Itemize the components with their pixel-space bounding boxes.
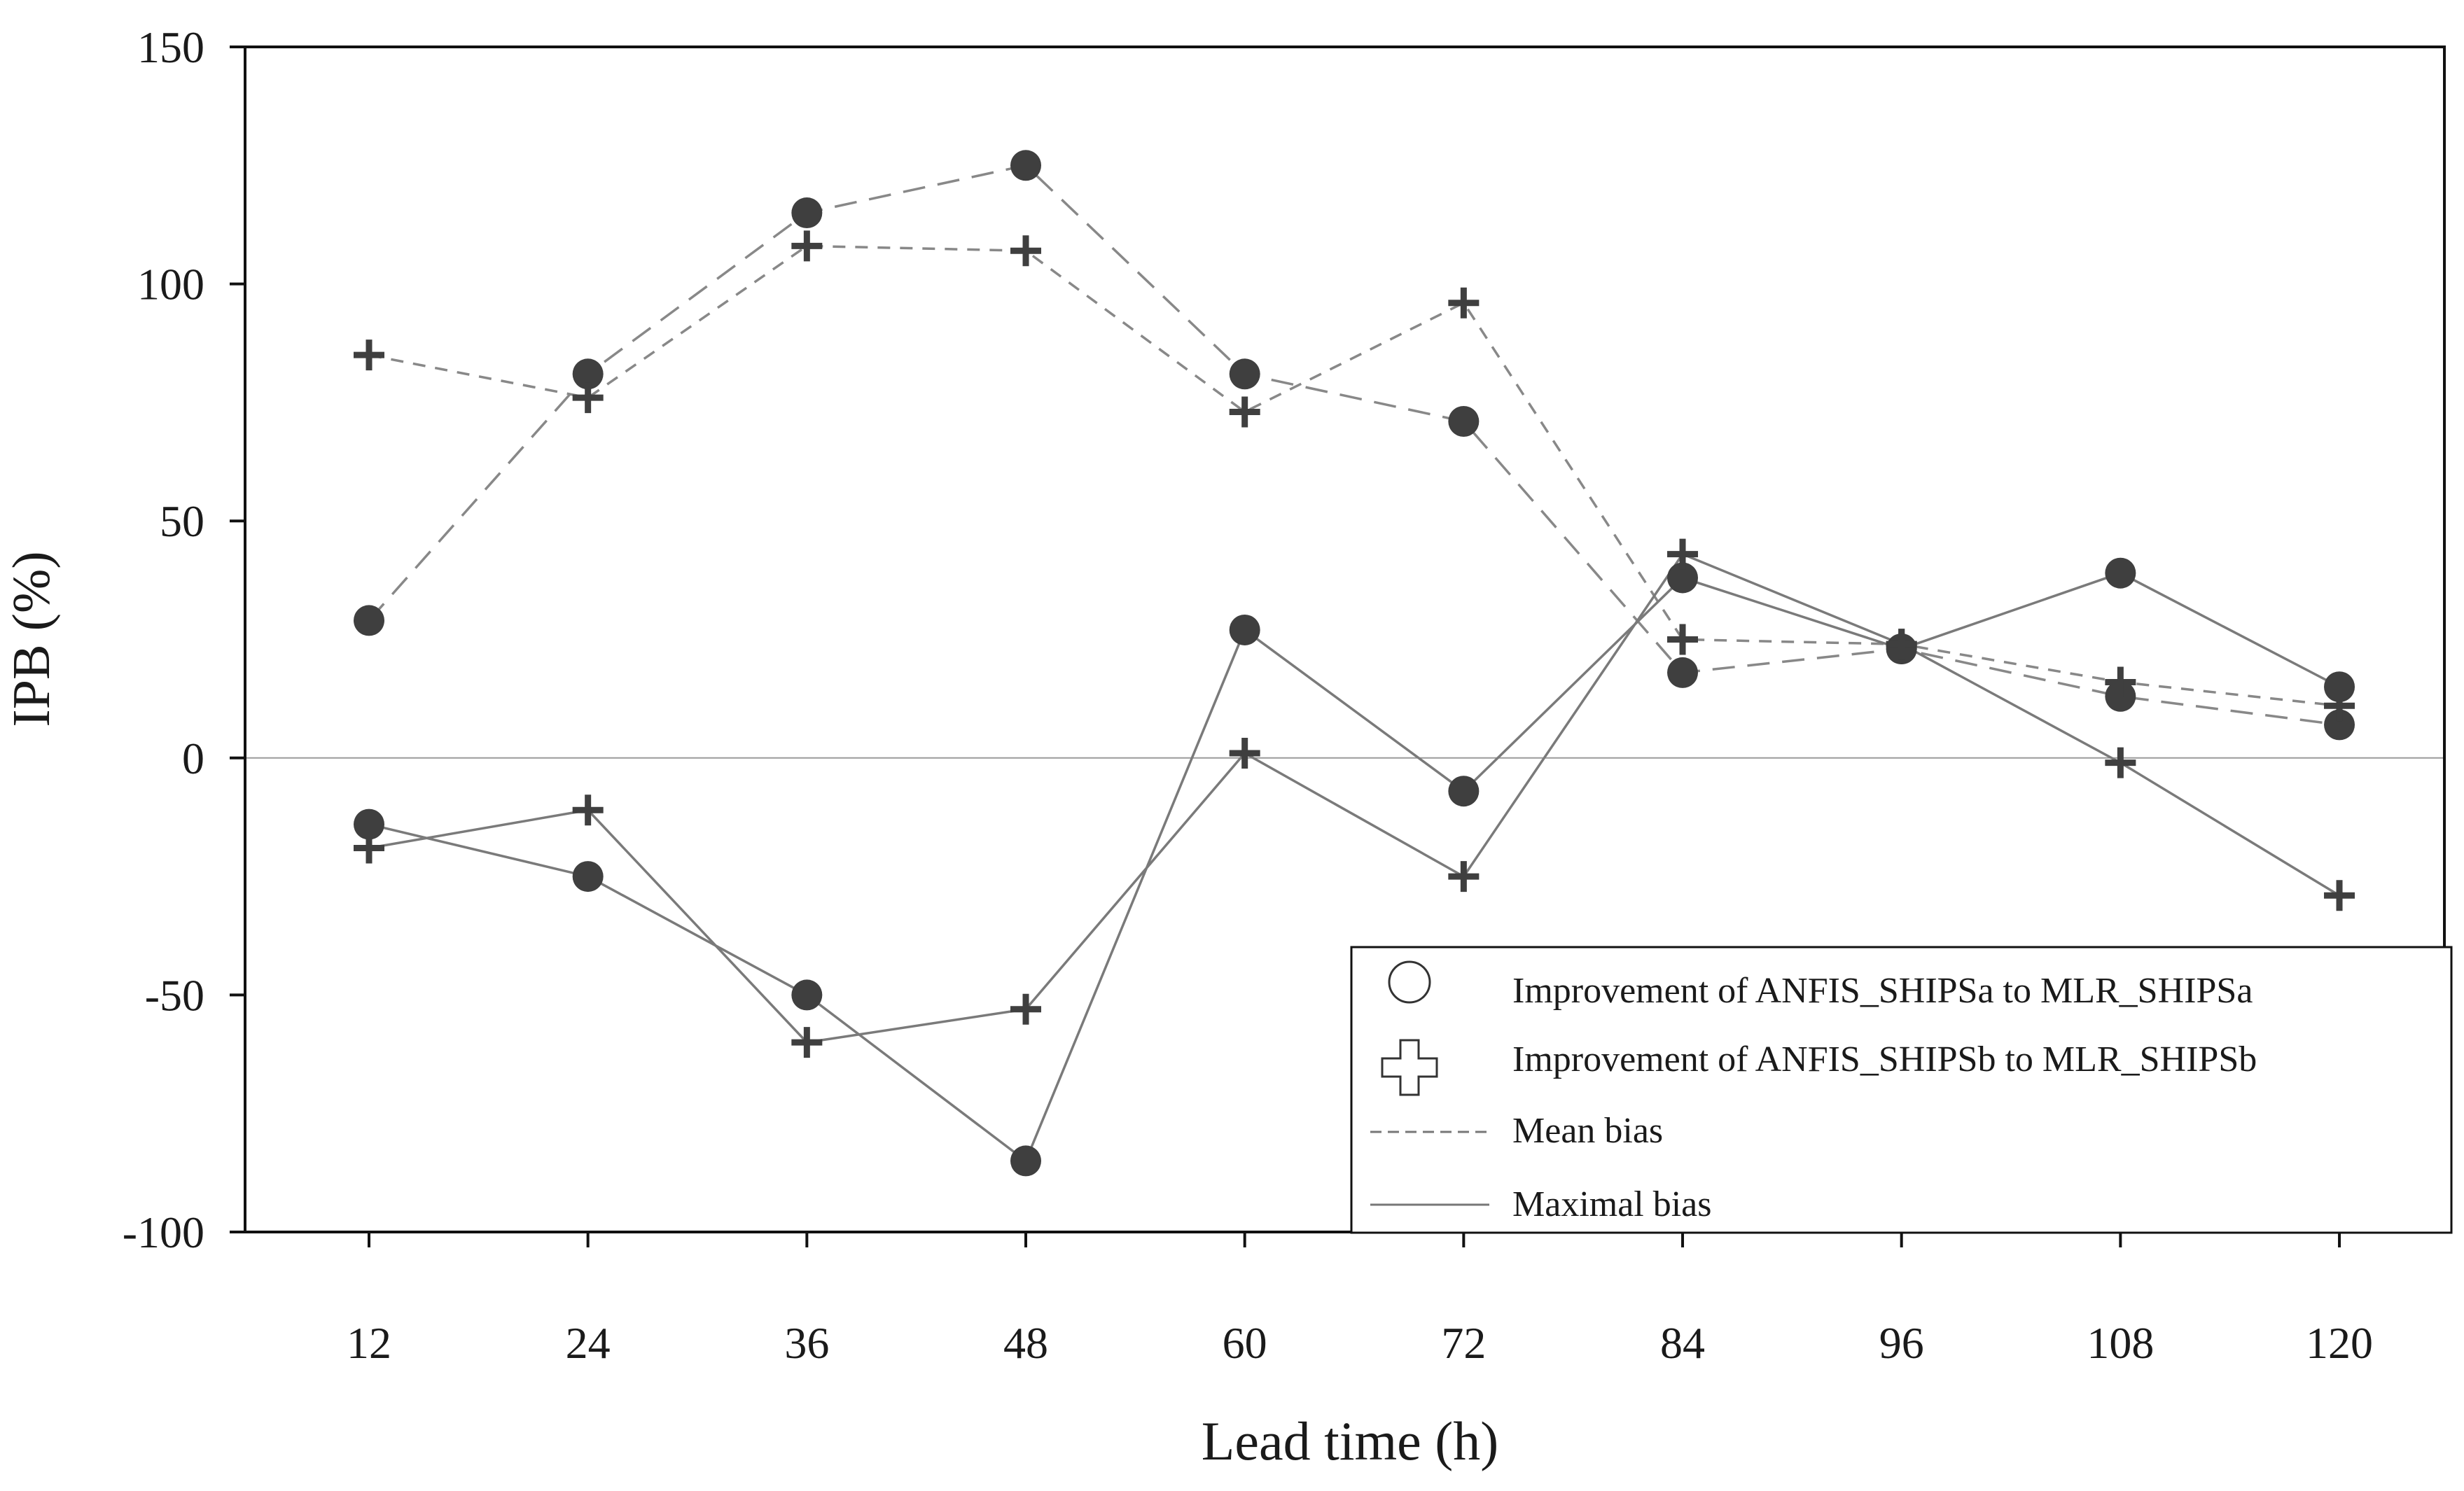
x-tick-label: 48	[1003, 1318, 1048, 1368]
series-3-point	[1448, 776, 1480, 807]
series-3-point	[2105, 557, 2136, 589]
series-2-point	[791, 230, 823, 262]
x-tick-label: 36	[784, 1318, 829, 1368]
legend-item-mean-bias: Mean bias	[1370, 1111, 1663, 1151]
series-2-point	[2105, 666, 2136, 698]
series-4-point	[1448, 861, 1480, 892]
y-tick-label: 50	[160, 496, 204, 546]
series-1-point	[354, 605, 384, 636]
series-line-4	[368, 552, 2340, 1044]
series-line-1	[368, 164, 2340, 727]
y-axis-ticks: -100 -50 0 50 100 150	[123, 22, 245, 1257]
legend-item-anfis-shipsb: Improvement of ANFIS_SHIPSb to MLR_SHIPS…	[1381, 1039, 2257, 1096]
x-tick-label: 72	[1441, 1318, 1486, 1368]
series-2-point	[1010, 235, 1042, 267]
series-1-point	[2324, 709, 2355, 741]
series-3-point	[1229, 614, 1260, 645]
series-2-point	[1229, 396, 1260, 428]
x-tick-label: 96	[1879, 1318, 1924, 1368]
legend-label-mean-bias: Mean bias	[1512, 1111, 1663, 1151]
series-3-point	[572, 861, 604, 892]
series-4-point	[1667, 538, 1699, 570]
series-3-point	[1010, 1145, 1042, 1177]
series-2-point	[354, 340, 384, 371]
x-axis-ticks: 12 24 36 48 60 72 84 96 108 120	[347, 1232, 2373, 1368]
series-4-point	[354, 832, 384, 864]
series-4-point	[572, 794, 604, 826]
series-4-point	[1886, 629, 1917, 660]
y-tick-label: 100	[137, 260, 204, 309]
series-3-point	[1667, 562, 1699, 594]
series-4-point	[2324, 880, 2355, 911]
series-3-point	[791, 979, 823, 1011]
series-2-point	[572, 382, 604, 414]
series-4-point	[1229, 738, 1260, 769]
legend: Improvement of ANFIS_SHIPSa to MLR_SHIPS…	[1350, 946, 2453, 1234]
series-line-3	[368, 571, 2340, 1163]
series-4-point	[1010, 993, 1042, 1025]
x-tick-label: 120	[2306, 1318, 2373, 1368]
series-2-point	[1667, 624, 1699, 655]
x-tick-label: 60	[1223, 1318, 1267, 1368]
y-tick-label: 150	[137, 22, 204, 72]
plot-area-frame	[244, 46, 2446, 1233]
y-tick-label: 0	[182, 734, 204, 783]
series-3-point	[354, 808, 384, 840]
series-1-point	[572, 358, 604, 390]
series-markers-layer	[354, 150, 2355, 1177]
x-tick-label: 84	[1660, 1318, 1705, 1368]
series-1-point	[791, 197, 823, 229]
series-1-point	[1010, 150, 1042, 181]
legend-item-anfis-shipsa: Improvement of ANFIS_SHIPSa to MLR_SHIPS…	[1388, 960, 2253, 1011]
x-tick-label: 108	[2087, 1318, 2154, 1368]
legend-item-maximal-bias: Maximal bias	[1370, 1184, 1712, 1224]
series-lines-layer	[368, 164, 2340, 1163]
series-2-point	[1448, 287, 1480, 318]
series-3-point	[2324, 671, 2355, 703]
y-axis-label: IPB (%)	[2, 551, 61, 727]
series-1-point	[1667, 657, 1699, 688]
legend-label-anfis-shipsb: Improvement of ANFIS_SHIPSb to MLR_SHIPS…	[1512, 1040, 2257, 1079]
legend-box	[1350, 946, 2453, 1234]
legend-label-anfis-shipsa: Improvement of ANFIS_SHIPSa to MLR_SHIPS…	[1512, 971, 2253, 1011]
series-line-2	[368, 244, 2340, 708]
series-4-point	[2105, 747, 2136, 778]
series-4-point	[791, 1027, 823, 1058]
series-1-point	[1448, 405, 1480, 437]
x-axis-label: Lead time (h)	[1202, 1410, 1498, 1471]
x-tick-label: 12	[347, 1318, 391, 1368]
y-tick-label: -50	[145, 970, 204, 1020]
legend-circle-icon	[1388, 960, 1431, 1004]
legend-plus-icon	[1381, 1039, 1438, 1096]
x-tick-label: 24	[566, 1318, 611, 1368]
y-tick-label: -100	[123, 1208, 204, 1257]
series-1-point	[1229, 358, 1260, 390]
legend-label-maximal-bias: Maximal bias	[1512, 1184, 1712, 1224]
